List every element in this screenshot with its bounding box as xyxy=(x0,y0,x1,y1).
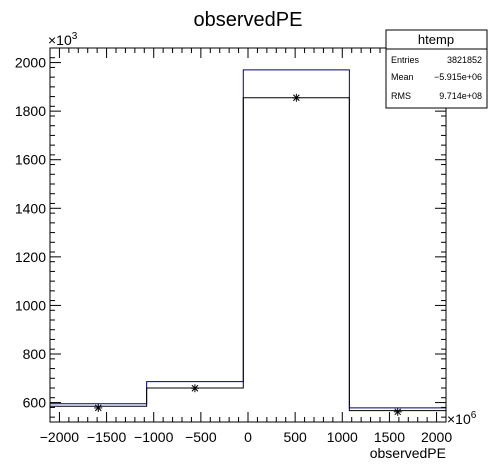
stats-mean-label: Mean xyxy=(391,72,414,82)
data-point-marker xyxy=(190,384,199,393)
x-tick-label: −2000 xyxy=(40,429,80,445)
stats-box-title: htemp xyxy=(418,32,454,47)
y-tick-label: 1000 xyxy=(15,297,46,313)
y-tick-label: 800 xyxy=(23,346,47,362)
stats-entries-value: 3821852 xyxy=(447,55,482,65)
y-tick-label: 1800 xyxy=(15,103,46,119)
data-point-marker xyxy=(292,93,301,102)
stats-box-frame xyxy=(385,29,488,109)
x-tick-label: 0 xyxy=(244,429,252,445)
y-tick-label: 1200 xyxy=(15,249,46,265)
data-point-marker xyxy=(393,407,402,416)
x-tick-label: 1500 xyxy=(374,429,405,445)
stats-entries-label: Entries xyxy=(391,55,420,65)
y-tick-label: 2000 xyxy=(15,55,46,71)
stats-box: htemp Entries 3821852 Mean −5.915e+06 RM… xyxy=(385,29,488,109)
x-tick-label: 1000 xyxy=(327,429,358,445)
data-point-marker xyxy=(94,403,103,412)
y-tick-label: 1600 xyxy=(15,152,46,168)
y-axis-multiplier: ×103 xyxy=(48,31,78,48)
stats-rms-label: RMS xyxy=(391,91,411,101)
x-tick-label: −500 xyxy=(185,429,217,445)
histogram-step-series-0 xyxy=(50,69,446,409)
histogram-step-series-1 xyxy=(50,97,446,412)
y-tick-label: 600 xyxy=(23,395,47,411)
x-axis-multiplier: ×106 xyxy=(447,410,477,427)
x-axis-label: observedPE xyxy=(370,445,446,461)
x-tick-label: 2000 xyxy=(421,429,452,445)
x-tick-label: −1500 xyxy=(87,429,127,445)
chart-title: observedPE xyxy=(194,9,303,31)
x-tick-label: 500 xyxy=(283,429,307,445)
stats-rms-value: 9.714e+08 xyxy=(439,91,482,101)
x-tick-label: −1000 xyxy=(134,429,174,445)
y-tick-label: 1400 xyxy=(15,200,46,216)
stats-mean-value: −5.915e+06 xyxy=(434,72,482,82)
